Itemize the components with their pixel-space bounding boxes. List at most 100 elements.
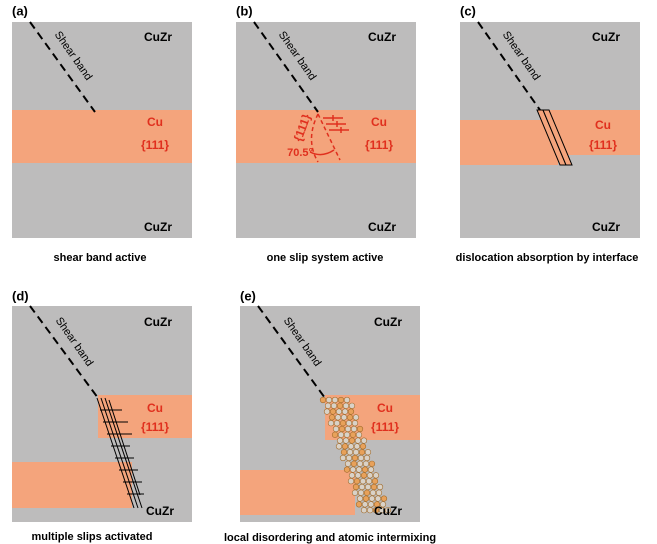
- cu-layer: [12, 110, 192, 163]
- cuzr-label: CuZr: [144, 30, 172, 44]
- atom: [360, 478, 366, 484]
- cu-label: Cu: [371, 115, 387, 129]
- atom: [331, 403, 337, 409]
- atom: [362, 467, 368, 473]
- atom: [367, 473, 373, 479]
- atom: [365, 449, 371, 455]
- atom: [332, 397, 338, 403]
- atom: [344, 397, 350, 403]
- atom: [350, 432, 356, 438]
- atom: [358, 490, 364, 496]
- atom: [366, 478, 372, 484]
- atom: [320, 397, 326, 403]
- atom: [353, 415, 359, 421]
- atom: [353, 484, 359, 490]
- atom: [361, 438, 367, 444]
- cu-label: Cu: [147, 115, 163, 129]
- atom: [344, 432, 350, 438]
- panel-label: (e): [240, 288, 256, 303]
- atom: [352, 490, 358, 496]
- atom: [338, 432, 344, 438]
- atom: [333, 426, 339, 432]
- atom: [342, 409, 348, 415]
- panel-label: (a): [12, 3, 28, 18]
- atom: [336, 409, 342, 415]
- panel-label: (d): [12, 288, 29, 303]
- atom: [381, 496, 387, 502]
- atom: [364, 490, 370, 496]
- atom: [353, 449, 359, 455]
- panel-a: (a) Shear band CuZr Cu {111} CuZr shear …: [12, 3, 192, 263]
- atom: [377, 484, 383, 490]
- atom: [363, 461, 369, 467]
- atom: [368, 502, 374, 508]
- plane-label: {111}: [365, 138, 393, 152]
- atom: [332, 432, 338, 438]
- cuzr-label: CuZr: [592, 220, 620, 234]
- caption: dislocation absorption by interface: [456, 252, 639, 264]
- atom: [375, 496, 381, 502]
- atom: [354, 444, 360, 450]
- atom: [328, 420, 334, 426]
- atom: [338, 397, 344, 403]
- cu-layer: [12, 462, 132, 508]
- atom: [370, 490, 376, 496]
- atom: [341, 415, 347, 421]
- atom: [361, 507, 367, 513]
- atom: [363, 496, 369, 502]
- atom: [334, 420, 340, 426]
- atom: [368, 467, 374, 473]
- atom: [365, 484, 371, 490]
- plane-label: {111}: [141, 138, 169, 152]
- atom: [369, 461, 375, 467]
- atom: [340, 455, 346, 461]
- atom: [324, 409, 330, 415]
- atom: [371, 484, 377, 490]
- atom: [341, 449, 347, 455]
- atom: [355, 438, 361, 444]
- atom: [337, 438, 343, 444]
- atom: [350, 467, 356, 473]
- atom: [344, 467, 350, 473]
- cuzr-label: CuZr: [144, 220, 172, 234]
- cu-layer: [240, 470, 355, 515]
- atom: [373, 473, 379, 479]
- atom: [343, 438, 349, 444]
- atom: [359, 449, 365, 455]
- atom: [329, 415, 335, 421]
- atom: [355, 473, 361, 479]
- atom: [361, 473, 367, 479]
- caption: local disordering and atomic intermixing: [224, 532, 436, 544]
- atom: [346, 455, 352, 461]
- atom: [345, 461, 351, 467]
- cu-layer: [460, 120, 558, 165]
- cuzr-label: CuZr: [368, 220, 396, 234]
- caption: multiple slips activated: [31, 531, 152, 543]
- atom: [349, 473, 355, 479]
- atom: [330, 409, 336, 415]
- atom: [346, 420, 352, 426]
- cuzr-label: CuZr: [592, 30, 620, 44]
- atom: [349, 438, 355, 444]
- figure: (a) Shear band CuZr Cu {111} CuZr shear …: [0, 0, 657, 544]
- cuzr-label: CuZr: [368, 30, 396, 44]
- atom: [351, 426, 357, 432]
- atom: [376, 490, 382, 496]
- plane-label: {111}: [371, 420, 399, 434]
- atom: [357, 426, 363, 432]
- atom: [369, 496, 375, 502]
- panel-label: (c): [460, 3, 476, 18]
- atom: [343, 403, 349, 409]
- atom: [337, 403, 343, 409]
- atom: [342, 444, 348, 450]
- plane-label: {111}: [141, 420, 169, 434]
- atom: [340, 420, 346, 426]
- atom: [356, 432, 362, 438]
- atom: [356, 502, 362, 508]
- atom: [345, 426, 351, 432]
- atom: [352, 455, 358, 461]
- caption: one slip system active: [267, 252, 384, 264]
- atom: [325, 403, 331, 409]
- cuzr-label: CuZr: [144, 315, 172, 329]
- atom: [367, 507, 373, 513]
